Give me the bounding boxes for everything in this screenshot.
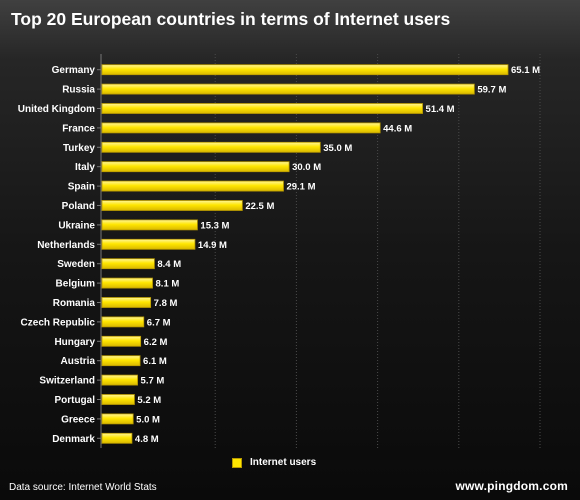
category-label: Italy [75,162,95,173]
bar [101,432,133,444]
bar [101,277,153,289]
data-label: 22.5 M [245,201,274,212]
chart-legend: Internet users [232,457,316,468]
category-label: Ukraine [58,220,95,231]
bar [101,219,198,231]
data-label: 6.7 M [147,317,171,328]
brand-url: www.pingdom.com [455,479,568,493]
data-label: 6.2 M [144,337,168,348]
data-label: 6.1 M [143,356,167,367]
category-label: Denmark [52,434,95,445]
bar [101,394,135,405]
bar [101,374,138,386]
category-label: Turkey [63,143,95,154]
category-label: Portugal [54,395,95,406]
bar [101,141,321,153]
category-label: United Kingdom [18,104,95,115]
category-label: Sweden [57,259,95,270]
category-label: Netherlands [37,240,95,251]
category-label: Belgium [56,279,96,290]
bar [101,161,290,173]
data-label: 14.9 M [198,240,227,251]
data-label: 5.0 M [136,414,160,425]
category-label: Hungary [54,337,95,348]
bar [101,83,475,95]
bar [101,200,243,211]
data-label: 44.6 M [383,123,412,134]
category-label: Austria [61,356,96,367]
bar [101,180,284,192]
data-label: 7.8 M [154,298,178,309]
category-label: Russia [62,85,95,96]
data-label: 29.1 M [286,182,315,193]
data-label: 15.3 M [200,220,229,231]
category-label: Spain [68,182,95,193]
data-label: 51.4 M [426,104,455,115]
data-label: 5.2 M [137,395,161,406]
category-label: Germany [52,65,96,76]
category-label: Greece [61,414,95,425]
bar [101,297,152,308]
category-label: Poland [62,201,95,212]
bar [101,355,141,367]
bar [101,316,145,328]
bar [101,64,509,76]
bar [101,122,381,134]
data-label: 35.0 M [323,143,352,154]
category-label: France [62,123,95,134]
data-label: 4.8 M [135,434,159,445]
bar [101,413,134,425]
category-label: Switzerland [39,376,95,387]
data-label: 8.1 M [156,279,180,290]
legend-swatch [232,457,242,468]
data-label: 30.0 M [292,162,321,173]
bar [101,335,142,347]
chart-title: Top 20 European countries in terms of In… [11,9,451,29]
category-label: Romania [53,298,96,309]
data-label: 59.7 M [477,85,506,96]
category-label: Czech Republic [21,317,96,328]
data-source-note: Data source: Internet World Stats [9,482,157,493]
data-label: 5.7 M [141,376,165,387]
bar [101,238,196,250]
legend-label: Internet users [250,457,317,468]
data-label: 8.4 M [157,259,181,270]
bar [101,103,423,114]
bar [101,258,155,270]
data-label: 65.1 M [511,65,540,76]
